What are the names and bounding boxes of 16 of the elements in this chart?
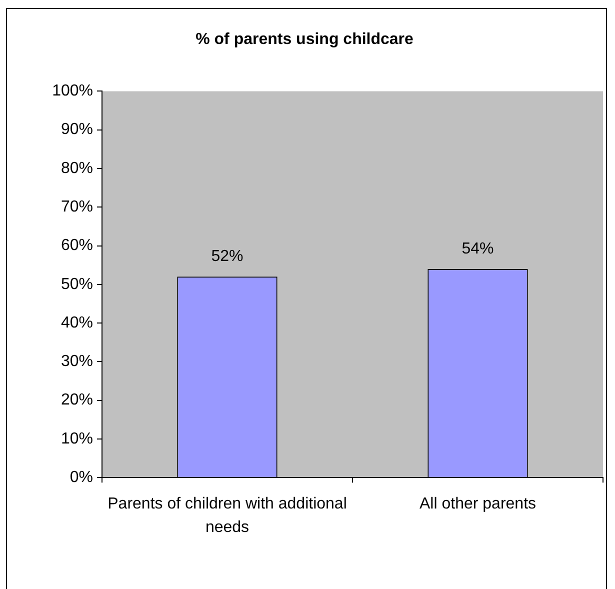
y-tick-label: 90%	[60, 121, 93, 138]
y-tick-label: 70%	[60, 198, 93, 216]
y-tick-label: 40%	[60, 314, 93, 332]
x-tick-label: Parents of children with additional needs	[108, 496, 347, 536]
y-tick-label: 60%	[60, 237, 93, 254]
data-label: 52%	[211, 248, 244, 266]
y-tick-label: 100%	[52, 82, 93, 100]
x-tick-label: All other parents	[419, 496, 536, 513]
y-tick-label: 50%	[60, 276, 93, 293]
data-label: 54%	[462, 240, 494, 258]
chart-title: % of parents using childcare	[196, 31, 414, 48]
y-tick-label: 30%	[60, 353, 93, 370]
y-tick-label: 20%	[60, 392, 93, 409]
y-tick-label: 0%	[70, 469, 93, 486]
y-tick-label: 80%	[60, 160, 93, 177]
y-tick-label: 10%	[60, 430, 93, 448]
